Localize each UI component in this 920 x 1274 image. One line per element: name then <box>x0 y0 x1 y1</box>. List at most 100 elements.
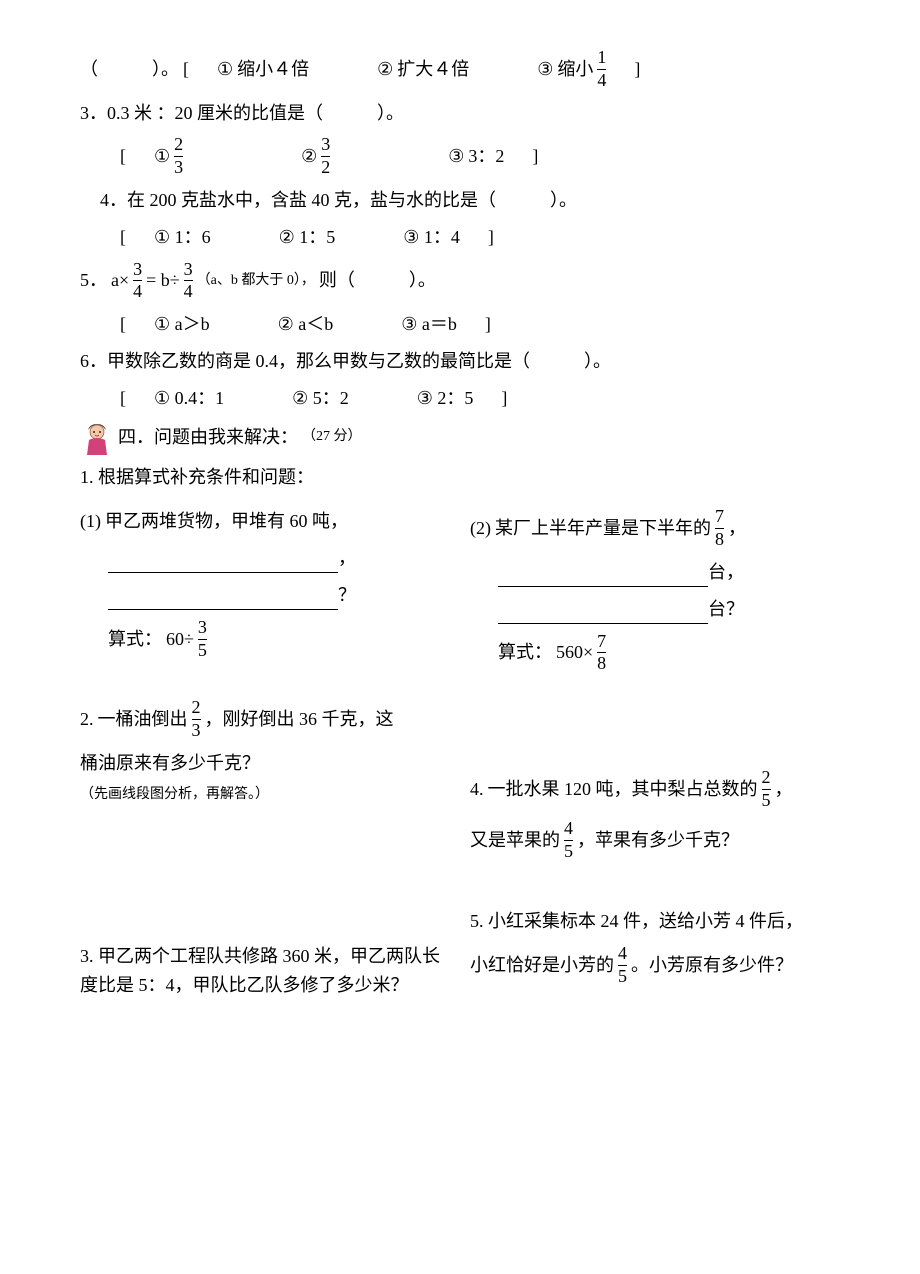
q4-label: 4． <box>100 190 127 210</box>
q2-blank: （ ）。 <box>80 55 179 84</box>
p4-frac1: 2 5 <box>762 768 771 811</box>
p1-right-lead-a: 某厂上半年产量是下半年的 <box>495 514 711 543</box>
p4-text-b: ， <box>775 775 793 804</box>
q5-text-a: a× <box>111 266 129 295</box>
bracket-open: [ <box>183 55 189 84</box>
teacher-avatar-icon <box>80 421 114 455</box>
p1-row: 1. 根据算式补充条件和问题： <box>80 463 840 492</box>
q2-opt3a: 缩小 <box>557 55 593 84</box>
p1-left: (1) 甲乙两堆货物，甲堆有 60 吨， ， ？ 算式： 60÷ 3 5 <box>80 499 450 682</box>
p5-text-c: 。小芳原有多少件？ <box>631 951 793 980</box>
frac-num: 2 <box>174 135 183 155</box>
p4-text-d: ，苹果有多少千克？ <box>577 826 739 855</box>
frac-num: 4 <box>564 819 573 839</box>
frac-den: 4 <box>133 282 142 302</box>
q5-label: 5． <box>80 266 107 295</box>
p1-right-lead-b: ， <box>728 514 746 543</box>
p2-label: 2. <box>80 705 94 734</box>
frac-den: 2 <box>321 158 330 178</box>
q4-opt3: ③ 1：4 <box>403 223 460 252</box>
lower-columns: 2. 一桶油倒出 2 3 ，刚好倒出 36 千克，这 桶油原来有多少千克？ （先… <box>80 690 840 1008</box>
q3-opt2-frac: 3 2 <box>321 135 330 178</box>
p1-right-calc-a: 560× <box>556 638 593 667</box>
p2-text-b: ，刚好倒出 36 千克，这 <box>205 705 394 734</box>
bracket-open: [ <box>120 223 126 252</box>
q6-opt1: ① 0.4：1 <box>154 384 224 413</box>
p2-text-a: 一桶油倒出 <box>98 705 188 734</box>
q3-opt1-frac: 2 3 <box>174 135 183 178</box>
blank-line[interactable] <box>108 591 338 610</box>
p1-left-frac: 3 5 <box>198 618 207 661</box>
q6-text: 甲数除乙数的商是 0.4，那么甲数与乙数的最简比是（ ）。 <box>107 351 611 371</box>
frac-num: 1 <box>597 48 606 68</box>
p2-row2: 桶油原来有多少千克？ （先画线段图分析，再解答。） <box>80 749 450 807</box>
p2-frac: 2 3 <box>192 698 201 741</box>
p4-row: 4. 一批水果 120 吨，其中梨占总数的 2 5 ， <box>470 768 840 811</box>
blank-line[interactable] <box>498 605 708 624</box>
q5-row: 5． a× 3 4 = b÷ 3 4 （a、b 都大于 0）， 则（ ）。 <box>80 260 840 303</box>
section4-points: （27 分） <box>302 426 362 448</box>
p5-label: 5. <box>470 911 488 931</box>
p2-text-c: 桶油原来有多少千克？ <box>80 753 260 773</box>
blank-line[interactable] <box>498 568 708 587</box>
frac-num: 4 <box>618 944 627 964</box>
bracket-open: [ <box>120 142 126 171</box>
q6-opt2: ② 5：2 <box>292 384 349 413</box>
q4-options: [ ① 1：6 ② 1：5 ③ 1：4 ] <box>80 223 840 252</box>
p4-text-a: 一批水果 120 吨，其中梨占总数的 <box>488 775 758 804</box>
calc-label: 算式： <box>498 638 552 667</box>
q6-opt3: ③ 2：5 <box>417 384 474 413</box>
opt1-marker: ① <box>154 142 170 171</box>
frac-den: 8 <box>715 530 724 550</box>
blank-line[interactable] <box>108 554 338 573</box>
p1-columns: (1) 甲乙两堆货物，甲堆有 60 吨， ， ？ 算式： 60÷ 3 5 (2)… <box>80 499 840 682</box>
p1-text: 根据算式补充条件和问题： <box>98 467 314 487</box>
q5-frac1: 3 4 <box>133 260 142 303</box>
frac-den: 4 <box>184 282 193 302</box>
q2-opt1: 缩小４倍 <box>237 55 309 84</box>
frac-den: 5 <box>198 641 207 661</box>
opt2-marker: ② <box>377 55 393 84</box>
q5-text-b: = b÷ <box>146 266 180 295</box>
q4-opt1: ① 1：6 <box>154 223 211 252</box>
frac-num: 3 <box>133 260 142 280</box>
q3-opt3: 3：2 <box>468 142 504 171</box>
p3-text: 甲乙两个工程队共修路 360 米，甲乙两队长度比是 5：4，甲队比乙队多修了多少… <box>80 946 440 995</box>
q6-options: [ ① 0.4：1 ② 5：2 ③ 2：5 ] <box>80 384 840 413</box>
frac-num: 2 <box>762 768 771 788</box>
frac-num: 2 <box>192 698 201 718</box>
p1-left-suf1: ， <box>338 548 356 568</box>
frac-num: 7 <box>597 632 606 652</box>
calc-label: 算式： <box>108 625 162 654</box>
p4-text-c: 又是苹果的 <box>470 826 560 855</box>
bracket-open: [ <box>120 310 126 339</box>
p1-left-lead: 甲乙两堆货物，甲堆有 60 吨， <box>105 507 348 536</box>
p1-right-suf1: 台， <box>708 562 744 582</box>
bracket-open: [ <box>120 384 126 413</box>
frac-num: 3 <box>198 618 207 638</box>
p1-right-num: (2) <box>470 514 491 543</box>
frac-den: 4 <box>597 71 606 91</box>
q5-frac2: 3 4 <box>184 260 193 303</box>
q2-opt3-frac: 1 4 <box>597 48 606 91</box>
p1-left-suf2: ？ <box>338 585 356 605</box>
frac-den: 5 <box>564 842 573 862</box>
opt1-marker: ① <box>217 55 233 84</box>
q3-text: 0.3 米 ：20 厘米的比值是（ ）。 <box>107 103 404 123</box>
q6-label: 6． <box>80 351 107 371</box>
p1-label: 1. <box>80 467 98 487</box>
lower-right: 4. 一批水果 120 吨，其中梨占总数的 2 5 ， 又是苹果的 4 5 ，苹… <box>470 690 840 1008</box>
p5-row2: 小红恰好是小芳的 4 5 。小芳原有多少件？ <box>470 944 840 987</box>
frac-den: 3 <box>192 721 201 741</box>
p5-text-b: 小红恰好是小芳的 <box>470 951 614 980</box>
p4-label: 4. <box>470 775 484 804</box>
q4-opt2: ② 1：5 <box>279 223 336 252</box>
section4-title: 四．问题由我来解决： <box>118 423 298 452</box>
section4-heading: 四．问题由我来解决： （27 分） <box>80 421 840 455</box>
p2-note: （先画线段图分析，再解答。） <box>80 787 269 802</box>
frac-num: 7 <box>715 507 724 527</box>
frac-num: 3 <box>321 135 330 155</box>
opt2-marker: ② <box>301 142 317 171</box>
p1-left-calc-a: 60÷ <box>166 625 194 654</box>
p1-right: (2) 某厂上半年产量是下半年的 7 8 ， 台， 台？ 算式： 560× 7 … <box>470 499 840 682</box>
